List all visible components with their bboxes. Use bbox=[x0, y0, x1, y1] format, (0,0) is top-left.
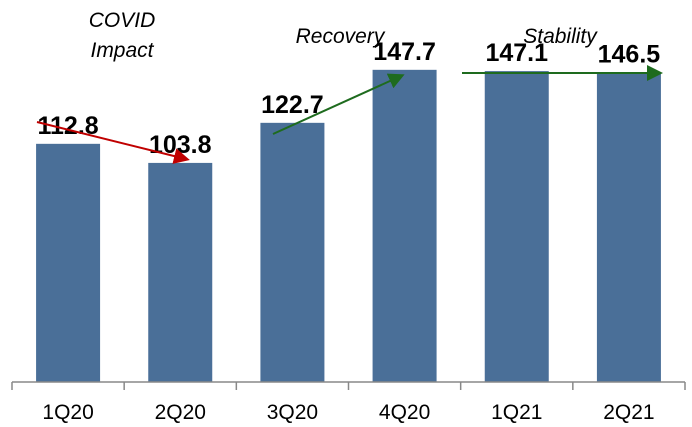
bar-2q20 bbox=[148, 162, 213, 382]
annotation-covid-line2: Impact bbox=[90, 39, 154, 62]
category-label-2q21: 2Q21 bbox=[603, 401, 654, 424]
category-label-3q20: 3Q20 bbox=[267, 401, 318, 424]
value-label-1q21: 147.1 bbox=[485, 39, 548, 67]
x-axis: 1Q20 2Q20 3Q20 4Q20 1Q21 2Q21 bbox=[11, 381, 686, 424]
value-label-4q20: 147.7 bbox=[373, 38, 436, 66]
category-label-1q21: 1Q21 bbox=[491, 401, 542, 424]
covid-arrow bbox=[36, 121, 190, 164]
category-label-1q20: 1Q20 bbox=[42, 401, 93, 424]
annotation-stability: Stability bbox=[523, 25, 598, 48]
category-label-2q20: 2Q20 bbox=[155, 401, 206, 424]
annotations-group: COVID Impact Recovery Stability bbox=[36, 9, 663, 164]
bar-1q20 bbox=[36, 143, 101, 382]
value-label-2q20: 103.8 bbox=[149, 131, 212, 159]
bars-group bbox=[36, 69, 661, 383]
value-label-3q20: 122.7 bbox=[261, 91, 324, 119]
value-label-2q21: 146.5 bbox=[598, 40, 661, 68]
bar-3q20 bbox=[260, 122, 325, 383]
annotation-recovery: Recovery bbox=[296, 25, 386, 48]
bar-1q21 bbox=[484, 71, 549, 383]
bar-2q21 bbox=[596, 72, 661, 382]
category-label-4q20: 4Q20 bbox=[379, 401, 430, 424]
annotation-covid-line1: COVID bbox=[89, 9, 156, 32]
recovery-arrow bbox=[272, 73, 405, 135]
bar-4q20 bbox=[372, 69, 437, 382]
